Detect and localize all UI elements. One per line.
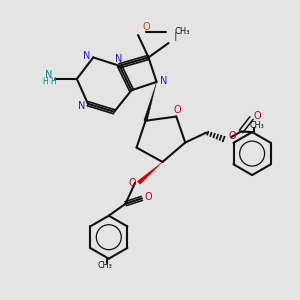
Text: N: N — [115, 54, 123, 64]
Text: N: N — [83, 51, 90, 61]
Text: O: O — [174, 105, 182, 115]
Text: CH₃: CH₃ — [175, 27, 190, 36]
Text: O: O — [228, 131, 236, 141]
Text: H: H — [50, 77, 56, 86]
Text: CH₃: CH₃ — [98, 261, 112, 270]
Text: O: O — [144, 192, 152, 202]
Text: N: N — [45, 70, 52, 80]
Polygon shape — [144, 82, 157, 121]
Polygon shape — [137, 162, 163, 184]
Text: N: N — [160, 76, 168, 86]
Text: H: H — [42, 77, 48, 86]
Text: O: O — [142, 22, 150, 32]
Text: CH₃: CH₃ — [249, 121, 264, 130]
Text: I: I — [173, 31, 177, 44]
Text: N: N — [78, 100, 85, 110]
Text: O: O — [254, 111, 261, 121]
Text: O: O — [129, 178, 136, 188]
